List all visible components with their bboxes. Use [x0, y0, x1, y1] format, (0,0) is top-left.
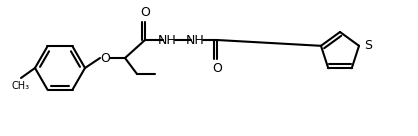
Text: S: S	[364, 39, 372, 52]
Text: O: O	[140, 6, 150, 19]
Text: O: O	[212, 62, 222, 75]
Text: NH: NH	[186, 33, 204, 47]
Text: O: O	[100, 52, 110, 64]
Text: NH: NH	[158, 33, 176, 47]
Text: CH₃: CH₃	[12, 81, 30, 91]
